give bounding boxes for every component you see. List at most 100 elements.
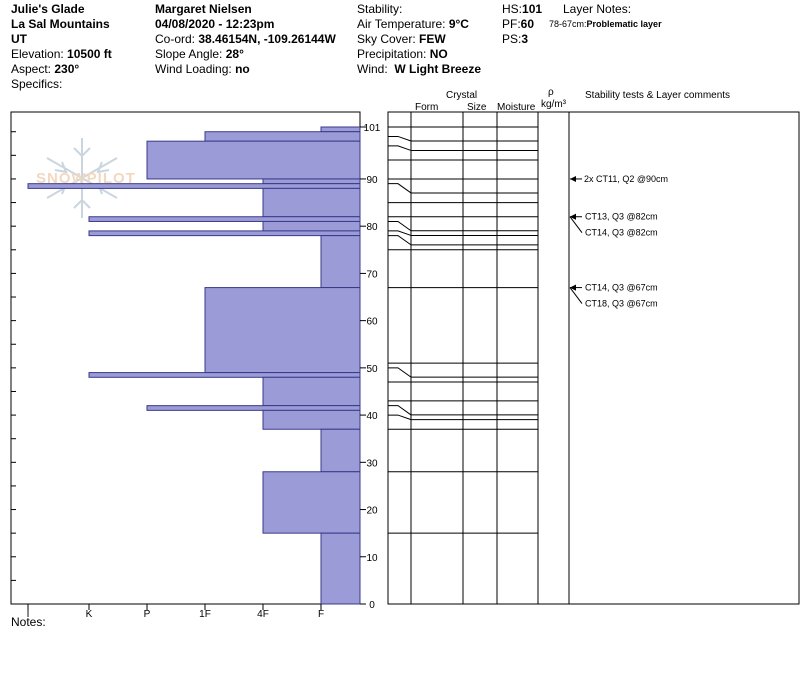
coord-label: Co-ord: (155, 32, 196, 46)
layer-note-text: Problematic layer (586, 19, 662, 29)
x-tick-label: 4F (257, 609, 269, 620)
range-name: La Sal Mountains (11, 17, 110, 31)
hardness-bar (88, 216, 361, 222)
form-header: Form (415, 102, 438, 113)
coord-value: 38.46154N, -109.26144W (198, 32, 336, 46)
layer-connector (388, 145, 412, 151)
stability-test-label: CT14, Q3 @67cm (585, 283, 658, 293)
layer-table-frame (387, 111, 800, 605)
slope-value: 28° (225, 47, 244, 61)
site-info: Julie's Glade La Sal Mountains UT Elevat… (11, 2, 112, 92)
stability-comments-header: Stability tests & Layer comments (585, 90, 730, 101)
chart-left-ticks (11, 131, 16, 605)
watermark-text: SNOWPILOT (36, 170, 136, 187)
size-header: Size (467, 102, 487, 113)
density-unit: kg/m³ (541, 99, 567, 110)
hardness-bar (88, 230, 361, 237)
hardness-bar (262, 376, 361, 407)
stability-pointer (569, 216, 583, 234)
stability-test-label: CT18, Q3 @67cm (585, 299, 658, 309)
y-tick-label: 70 (366, 269, 378, 280)
notes-label: Notes: (11, 615, 46, 629)
sky-cover-label: Sky Cover: (357, 32, 416, 46)
hardness-bar (88, 372, 361, 378)
y-tick-label: 60 (366, 317, 378, 328)
layer-notes: Layer Notes: 78-67cm:Problematic layer (549, 2, 662, 32)
hardness-bar (320, 235, 361, 289)
hs-label: HS: (502, 2, 523, 16)
hardness-bar (262, 471, 361, 534)
density-symbol: ρ (548, 87, 554, 98)
y-tick-label: 10 (366, 553, 378, 564)
layer-note-range: 78-67cm: (549, 19, 587, 29)
site-name: Julie's Glade (11, 2, 85, 16)
pf-value: 60 (520, 17, 535, 31)
layer-connector (388, 135, 412, 142)
sky-cover-value: FEW (419, 32, 446, 46)
hardness-bar (262, 220, 361, 232)
snowpilot-watermark: SNOWPILOT (36, 138, 136, 218)
ps-value: 3 (521, 32, 529, 46)
stability-test-label: CT14, Q3 @82cm (585, 228, 658, 238)
arrow-head-icon (570, 175, 576, 182)
wind-value: W Light Breeze (394, 62, 482, 76)
y-tick-label: 90 (366, 175, 378, 186)
slope-label: Slope Angle: (155, 47, 223, 61)
x-tick-label: 1F (199, 609, 211, 620)
aspect-label: Aspect: (11, 62, 52, 76)
aspect-value: 230° (54, 62, 80, 76)
crystal-header: Crystal (446, 90, 477, 101)
wind-label: Wind: (357, 62, 388, 76)
precip-value: NO (429, 47, 448, 61)
hardness-bar (204, 131, 361, 142)
y-tick-label: 80 (366, 222, 378, 233)
y-tick-label: 101 (364, 123, 381, 134)
observer-info: Margaret Nielsen 04/08/2020 - 12:23pm Co… (155, 2, 336, 77)
layer-connector (388, 367, 412, 378)
hardness-bars (27, 126, 361, 605)
layer-connector (388, 414, 412, 421)
ps-label: PS: (502, 32, 522, 46)
y-tick-label: 20 (366, 506, 378, 517)
snowpack-summary: HS:101 PF:60 PS:3 (502, 2, 542, 47)
hardness-bar (204, 287, 361, 374)
layer-table (388, 112, 539, 604)
hs-value: 101 (522, 2, 543, 16)
stability-pointer (569, 287, 583, 304)
x-tick-label: F (318, 609, 324, 620)
hardness-bar (146, 405, 361, 411)
hardness-bar (320, 428, 361, 473)
x-tick-label: I (27, 609, 30, 620)
state-name: UT (11, 32, 27, 46)
air-temp-label: Air Temperature: (357, 17, 446, 31)
layer-connector (388, 220, 412, 232)
x-tick-label: P (144, 609, 151, 620)
wind-loading-label: Wind Loading: (155, 62, 232, 76)
y-tick-label: 30 (366, 458, 378, 469)
observer-name: Margaret Nielsen (155, 2, 252, 16)
hardness-bar (27, 183, 361, 189)
layer-connector (388, 183, 412, 194)
layer-connector (388, 230, 412, 236)
moisture-header: Moisture (497, 102, 536, 113)
hardness-bar (320, 532, 361, 605)
air-temp-value: 9°C (448, 17, 469, 31)
pf-label: PF: (502, 17, 521, 31)
hardness-bar (320, 126, 361, 133)
elevation-label: Elevation: (11, 47, 64, 61)
arrow-head-icon (570, 213, 576, 220)
layer-notes-label: Layer Notes: (563, 2, 632, 16)
y-tick-label: 50 (366, 364, 378, 375)
weather-info: Stability: Air Temperature: 9°C Sky Cove… (357, 2, 481, 77)
stability-test-label: 2x CT11, Q2 @90cm (584, 174, 668, 184)
hardness-bar (262, 187, 361, 218)
y-tick-label: 0 (369, 600, 375, 611)
arrow-head-icon (570, 284, 576, 291)
hardness-bar (262, 178, 361, 185)
height-axis: 0 10 20 30 40 50 60 70 80 90 101 (360, 123, 381, 611)
specifics-label: Specifics: (11, 77, 63, 91)
layer-connector (388, 405, 412, 416)
stability-label: Stability: (357, 2, 403, 16)
hardness-bar (146, 140, 361, 180)
